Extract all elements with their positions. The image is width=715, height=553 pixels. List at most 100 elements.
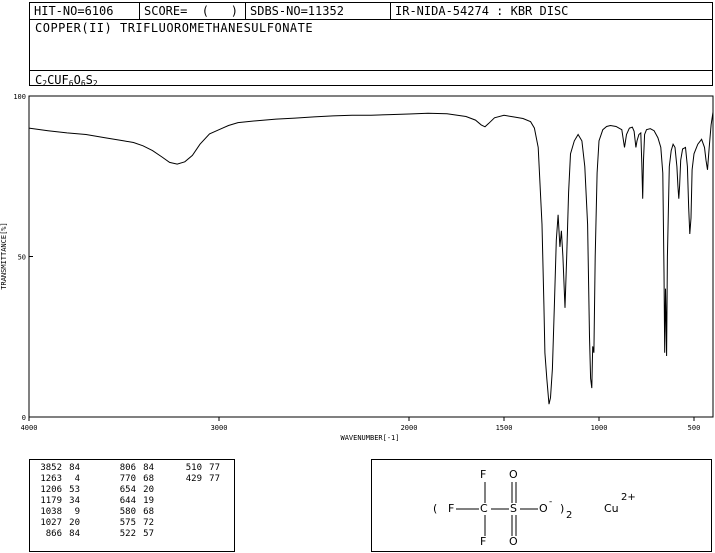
- plot-frame: [28, 95, 714, 418]
- atom-f-top: F: [480, 468, 487, 481]
- peak-row: 770 68: [110, 474, 154, 485]
- peak-transmittance: 84: [69, 463, 80, 473]
- peak-transmittance: 20: [69, 518, 80, 528]
- formula-element: C: [35, 73, 43, 87]
- atom-f-left: F: [448, 502, 455, 515]
- paren-open: (: [433, 502, 438, 515]
- y-axis: 0 50 100: [13, 93, 33, 422]
- peak-wavenumber: 3852: [40, 463, 62, 473]
- peak-transmittance: 19: [143, 496, 154, 506]
- peak-transmittance: 77: [209, 474, 220, 484]
- peak-wavenumber: 1206: [40, 485, 62, 495]
- peak-wavenumber: 806: [119, 463, 136, 473]
- ir-info: IR-NIDA-54274 : KBR DISC: [395, 4, 569, 18]
- peak-column: 3852 84 1263 4 1206 53 1179 34 1038 9 1027 20 866 84: [36, 463, 80, 540]
- peak-transmittance: 57: [143, 529, 154, 539]
- hit-number: HIT-NO=6106: [30, 3, 140, 20]
- molecular-formula: C2CUF6O6S2: [35, 73, 98, 88]
- peak-wavenumber: 644: [119, 496, 136, 506]
- atom-o-bottom: O: [509, 535, 518, 548]
- peak-transmittance: 84: [69, 529, 80, 539]
- peak-transmittance: 77: [209, 463, 220, 473]
- score: SCORE= ( ): [140, 3, 246, 20]
- formula-subscript: 6: [68, 79, 74, 88]
- peak-row: 1027 20: [36, 518, 80, 529]
- peak-row: 1206 53: [36, 485, 80, 496]
- y-tick-label: 50: [18, 254, 26, 262]
- peak-row: 644 19: [110, 496, 154, 507]
- compound-name: COPPER(II) TRIFLUOROMETHANESULFONATE: [35, 21, 314, 35]
- structure-panel: ( F F C F S O O O - ) 2 Cu 2+: [371, 459, 712, 552]
- formula-element: O: [73, 73, 81, 87]
- peak-row: 866 84: [36, 529, 80, 540]
- x-axis: 4000 3000 2000 1500 1000 500: [21, 417, 701, 432]
- subscript-2: 2: [566, 510, 573, 521]
- peak-wavenumber: 1038: [40, 507, 62, 517]
- peak-wavenumber: 1027: [40, 518, 62, 528]
- x-tick-label: 4000: [21, 424, 38, 432]
- atom-o-top: O: [509, 468, 518, 481]
- minus-charge: -: [549, 497, 553, 507]
- peak-transmittance: 9: [74, 507, 80, 517]
- atom-f-bottom: F: [480, 535, 487, 548]
- peak-transmittance: 4: [74, 474, 80, 484]
- copper-charge: 2+: [621, 492, 636, 503]
- peak-row: 429 77: [176, 474, 220, 485]
- peak-row: 522 57: [110, 529, 154, 540]
- spectrum-line: [28, 112, 714, 405]
- peak-column: 806 84 770 68 654 20 644 19 580 68 575 72 522 57: [110, 463, 154, 540]
- y-tick-label: 100: [13, 93, 26, 101]
- header-panel: HIT-NO=6106 SCORE= ( ) SDBS-NO=11352 IR-…: [29, 2, 713, 88]
- peak-row: 580 68: [110, 507, 154, 518]
- peak-row: 1038 9: [36, 507, 80, 518]
- peak-table: 3852 84 1263 4 1206 53 1179 34 1038 9 1027 20 866 84 8…: [29, 459, 235, 552]
- formula-row: C2CUF6O6S2: [30, 70, 712, 88]
- formula-subscript: 2: [42, 79, 48, 88]
- x-tick-label: 3000: [211, 424, 228, 432]
- y-axis-label: TRANSMITTANCE[%]: [0, 222, 8, 289]
- peak-transmittance: 53: [69, 485, 80, 495]
- peak-wavenumber: 866: [45, 529, 62, 539]
- peak-transmittance: 68: [143, 474, 154, 484]
- peak-row: 654 20: [110, 485, 154, 496]
- peak-wavenumber: 1179: [40, 496, 62, 506]
- copper-ion: Cu: [604, 502, 619, 515]
- ir-spectrum-chart: 0 50 100 4000 3000 2000 1500 1000 500 WAVENUMBE…: [0, 93, 714, 442]
- peak-row: 806 84: [110, 463, 154, 474]
- atom-c: C: [480, 502, 488, 515]
- header-row: HIT-NO=6106 SCORE= ( ) SDBS-NO=11352 IR-…: [30, 3, 712, 20]
- peak-column: 510 77 429 77: [176, 463, 220, 485]
- sdbs-number: SDBS-NO=11352: [246, 3, 391, 20]
- peak-row: 1263 4: [36, 474, 80, 485]
- formula-subscript: 2: [92, 79, 98, 88]
- atom-s: S: [510, 502, 517, 515]
- formula-subscript: 6: [80, 79, 86, 88]
- peak-row: 3852 84: [36, 463, 80, 474]
- peak-wavenumber: 580: [119, 507, 136, 517]
- structure-bonds: [456, 482, 538, 536]
- y-tick-label: 0: [22, 414, 26, 422]
- x-tick-label: 1500: [496, 424, 513, 432]
- peak-row: 575 72: [110, 518, 154, 529]
- x-axis-label: WAVENUMBER[-1]: [340, 434, 399, 442]
- peak-row: 510 77: [176, 463, 220, 474]
- peak-transmittance: 72: [143, 518, 154, 528]
- peak-transmittance: 34: [69, 496, 80, 506]
- peak-wavenumber: 510: [185, 463, 202, 473]
- peak-wavenumber: 654: [119, 485, 136, 495]
- x-tick-label: 2000: [401, 424, 418, 432]
- paren-close: ): [560, 502, 565, 515]
- peak-wavenumber: 1263: [40, 474, 62, 484]
- peak-wavenumber: 575: [119, 518, 136, 528]
- peak-transmittance: 84: [143, 463, 154, 473]
- x-tick-label: 1000: [591, 424, 608, 432]
- peak-transmittance: 20: [143, 485, 154, 495]
- peak-wavenumber: 429: [185, 474, 202, 484]
- formula-element: CUF: [47, 73, 69, 87]
- x-tick-label: 500: [688, 424, 701, 432]
- atom-o-minus: O: [539, 502, 548, 515]
- formula-element: S: [85, 73, 93, 87]
- peak-transmittance: 68: [143, 507, 154, 517]
- peak-row: 1179 34: [36, 496, 80, 507]
- peak-wavenumber: 522: [119, 529, 136, 539]
